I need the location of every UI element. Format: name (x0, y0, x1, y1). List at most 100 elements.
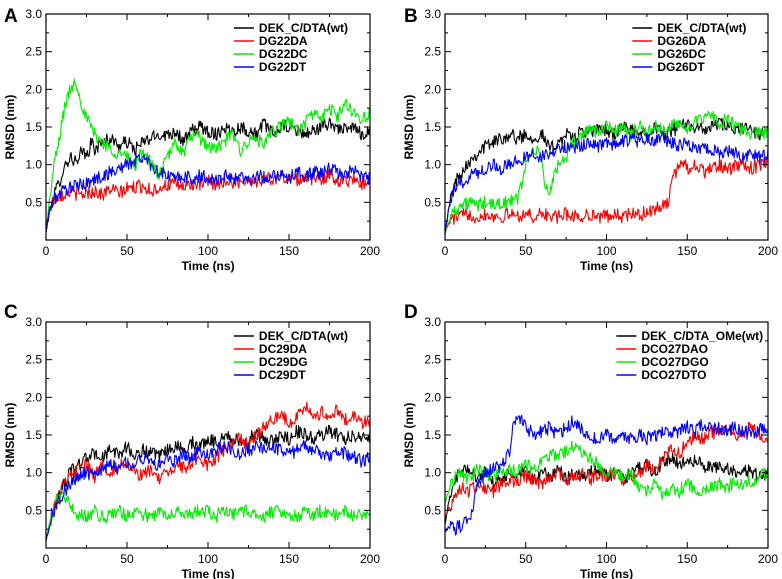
y-axis-title: RMSD (nm) (402, 95, 416, 160)
legend-label: DEK_C/DTA_OMe(wt) (641, 329, 763, 343)
panel-letter: C (4, 302, 18, 323)
series-lines (445, 110, 768, 235)
y-tick-label: 1.5 (25, 120, 42, 134)
y-tick-label: 1.5 (424, 428, 441, 442)
y-tick-label: 2.0 (25, 82, 42, 96)
x-tick-label: 50 (519, 244, 533, 258)
y-tick-label: 2.0 (424, 82, 441, 96)
y-tick-label: 3.0 (424, 315, 441, 329)
y-tick-label: 0.5 (424, 503, 441, 517)
x-tick-label: 0 (442, 552, 449, 566)
y-tick-label: 3.0 (25, 7, 42, 21)
plot-frame (45, 321, 371, 549)
x-tick-label: 50 (120, 244, 134, 258)
y-axis-title: RMSD (nm) (3, 95, 17, 160)
x-tick-label: 150 (677, 552, 697, 566)
x-tick-label: 50 (519, 552, 533, 566)
y-tick-label: 2.5 (424, 353, 441, 367)
panel-d: D 0 50 100 150 200 0.5 1.0 1.5 2.0 2.5 3.0 Time (ns)… (402, 302, 778, 579)
legend-label: DG26DC (657, 47, 706, 61)
panel-letter: B (404, 6, 418, 27)
series-line-dek-c-dta-wt- (46, 117, 370, 233)
legend-label: DEK_C/DTA(wt) (657, 21, 746, 35)
series-line-dg22dt (46, 153, 370, 232)
series-line-dc29dt (46, 439, 370, 541)
y-tick-label: 2.5 (25, 45, 42, 59)
y-tick-label: 0.5 (25, 503, 42, 517)
x-tick-label: 150 (279, 244, 299, 258)
legend-label: DEK_C/DTA(wt) (259, 21, 348, 35)
y-tick-label: 3.0 (424, 7, 441, 21)
legend-label: DG22DT (259, 60, 307, 74)
series-line-dg26da (445, 155, 768, 235)
y-tick-label: 1.5 (424, 120, 441, 134)
legend-label: DG22DC (259, 47, 308, 61)
y-tick-label: 2.5 (424, 45, 441, 59)
series-line-dco27dto (445, 414, 768, 536)
series-lines (46, 78, 370, 233)
x-tick-label: 50 (120, 552, 134, 566)
x-tick-label: 150 (677, 244, 697, 258)
x-tick-label: 200 (360, 552, 380, 566)
x-tick-label: 200 (360, 244, 380, 258)
legend-label: DC29DG (259, 355, 308, 369)
series-line-dg26dt (445, 132, 768, 234)
legend-label: DCO27DAO (641, 342, 708, 356)
y-tick-label: 2.0 (25, 390, 42, 404)
series-line-dco27dao (445, 421, 768, 518)
panel-a: A 0 50 100 150 200 0.5 1.0 1.5 2.0 2.5 3.0 Time (ns)… (3, 6, 380, 273)
y-tick-label: 0.5 (25, 195, 42, 209)
x-tick-label: 100 (198, 552, 218, 566)
y-tick-label: 0.5 (424, 195, 441, 209)
y-axis-title: RMSD (nm) (3, 403, 17, 468)
panel-c: C 0 50 100 150 200 0.5 1.0 1.5 2.0 2.5 3.0 Time (ns)… (3, 302, 380, 579)
panel-letter: D (404, 302, 418, 323)
x-tick-label: 0 (442, 244, 449, 258)
x-tick-label: 100 (596, 244, 616, 258)
series-lines (445, 414, 768, 536)
y-tick-label: 2.5 (25, 353, 42, 367)
x-tick-label: 0 (43, 244, 50, 258)
legend-label: DG22DA (259, 34, 308, 48)
panel-b: B 0 50 100 150 200 0.5 1.0 1.5 2.0 2.5 3.0 Time (ns)… (402, 6, 778, 273)
y-tick-label: 3.0 (25, 315, 42, 329)
y-tick-label: 1.5 (25, 428, 42, 442)
x-tick-label: 200 (758, 244, 778, 258)
series-line-dg22dc (46, 78, 370, 233)
x-tick-label: 0 (43, 552, 50, 566)
x-axis-title: Time (ns) (181, 259, 234, 273)
x-tick-label: 100 (596, 552, 616, 566)
series-line-dek-c-dta-wt- (445, 117, 768, 234)
x-tick-label: 150 (279, 552, 299, 566)
legend-label: DG26DA (657, 34, 706, 48)
legend-label: DCO27DTO (641, 368, 706, 382)
y-axis-title: RMSD (nm) (402, 403, 416, 468)
x-axis-title: Time (ns) (181, 567, 234, 579)
y-tick-label: 1.0 (424, 158, 441, 172)
legend-label: DG26DT (657, 60, 705, 74)
legend-label: DCO27DGO (641, 355, 708, 369)
series-line-dc29dg (46, 490, 370, 541)
x-tick-label: 200 (758, 552, 778, 566)
y-tick-label: 1.0 (25, 466, 42, 480)
legend: DEK_C/DTA_OMe(wt)DCO27DAODCO27DGODCO27DT… (616, 329, 763, 382)
series-line-dek-c-dta-ome-wt- (445, 452, 768, 525)
y-tick-label: 1.0 (25, 158, 42, 172)
x-axis-title: Time (ns) (580, 567, 633, 579)
legend-label: DEK_C/DTA(wt) (259, 329, 348, 343)
panel-letter: A (4, 6, 18, 27)
y-tick-label: 2.0 (424, 390, 441, 404)
legend-label: DC29DT (259, 368, 306, 382)
x-axis-title: Time (ns) (580, 259, 633, 273)
series-line-dg22da (46, 169, 370, 233)
series-lines (46, 401, 370, 541)
series-line-dek-c-dta-wt- (46, 424, 370, 541)
series-line-dg26dc (445, 110, 768, 234)
y-tick-label: 1.0 (424, 466, 441, 480)
legend-label: DC29DA (259, 342, 307, 356)
x-tick-label: 100 (198, 244, 218, 258)
